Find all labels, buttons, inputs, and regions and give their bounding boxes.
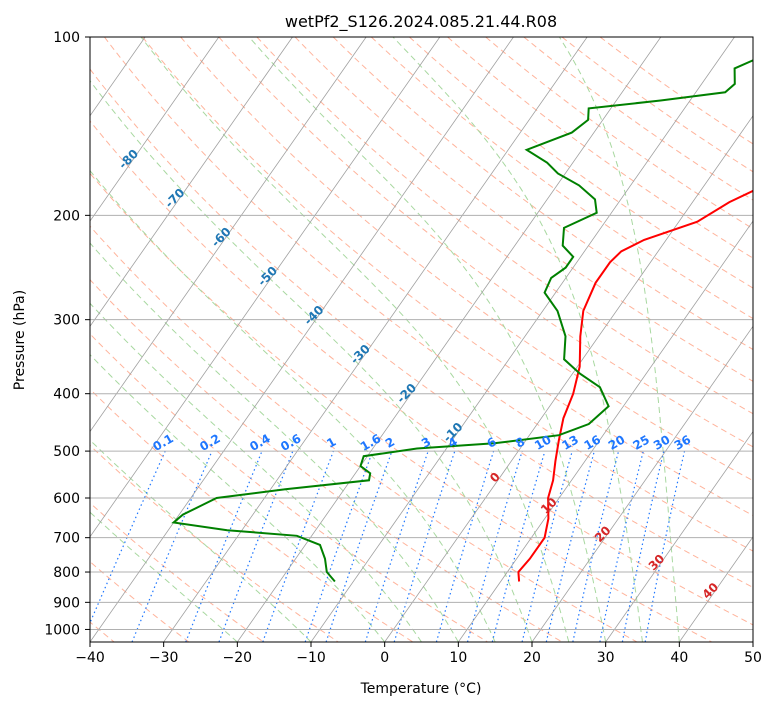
x-tick-label: 10 [449,650,467,666]
y-tick-label: 300 [53,313,80,329]
dry-adiabat [90,444,339,642]
mixing-ratio-line [435,450,495,642]
x-tick-label: −40 [75,650,105,666]
dry-adiabat [90,502,264,642]
dry-adiabat [104,37,753,552]
dry-adiabat [447,37,753,259]
x-tick-label: −10 [296,650,326,666]
mixing-ratio-line [621,450,665,642]
profile-line [171,59,753,583]
background-lines [90,37,753,642]
isotherm-line [310,37,735,642]
dry-adiabat [294,37,753,382]
isotherm-line [90,37,514,642]
y-tick-label: 200 [53,208,80,224]
x-tick-label: −30 [149,650,179,666]
moist-adiabat [558,37,680,642]
chart-title: wetPf2_S126.2024.085.21.44.R08 [285,12,557,32]
dry-adiabat [90,172,712,642]
dry-adiabat [90,388,414,642]
y-tick-label: 600 [53,491,80,507]
moist-adiabat [90,169,496,642]
x-tick-label: −20 [223,650,253,666]
x-axis-ticks: −40 −30 −20 −10 0 10 20 30 40 50 [75,642,762,666]
isotherm-line [605,430,753,642]
dry-adiabat [90,333,488,642]
y-tick-label: 1000 [44,622,80,638]
plot-area [90,37,753,642]
dry-adiabat [218,37,753,448]
isotherm-line [163,37,588,642]
dry-adiabat [485,37,753,230]
profile-series [171,59,753,583]
x-tick-label: 40 [670,650,688,666]
dry-adiabat [90,225,638,642]
y-tick-label: 900 [53,595,80,611]
plot-frame [89,36,754,643]
moist-adiabat [90,353,386,642]
isotherm-line [90,37,220,222]
moist-adiabat [392,37,643,642]
mixing-ratio-line [393,450,456,642]
isotherm-line [458,220,753,642]
isotherm-line [679,536,753,642]
mixing-ratio-line [364,450,429,642]
moist-adiabat [90,302,422,642]
dry-adiabat [142,37,753,517]
dry-adiabat [90,68,753,588]
dry-adiabat [256,37,753,415]
y-tick-label: 500 [53,444,80,460]
isotherm-line [90,37,293,327]
dry-adiabat [332,37,753,351]
y-tick-label: 800 [53,565,80,581]
isotherm-line [90,37,367,433]
mixing-ratio-line [325,450,393,642]
x-axis-label: Temperature (°C) [360,681,482,697]
moist-adiabat [90,79,533,642]
x-tick-label: 20 [523,650,541,666]
moist-adiabat [248,37,607,642]
profile-line [517,189,753,582]
x-tick-label: 0 [380,650,389,666]
y-tick-label: 700 [53,531,80,547]
x-tick-label: 30 [597,650,615,666]
dry-adiabat [90,279,563,642]
isotherm-line [384,115,753,642]
moist-adiabat [140,37,570,642]
mixing-ratio-line [218,450,294,642]
y-axis-label: Pressure (hPa) [12,290,28,390]
y-tick-label: 400 [53,387,80,403]
isotherm-line [531,325,753,642]
x-tick-label: 50 [744,650,762,666]
dry-adiabat [370,37,753,320]
moist-adiabat [90,511,238,642]
y-axis-ticks: 100 200 300 400 500 600 700 800 900 1000 [44,30,90,638]
dry-adiabat [561,37,753,173]
dry-adiabat [599,37,753,145]
moist-adiabat [90,242,459,642]
y-tick-label: 100 [53,30,80,46]
mixing-ratio-line [466,450,523,642]
isotherm-line [90,37,441,538]
mixing-ratio-line [644,450,686,642]
